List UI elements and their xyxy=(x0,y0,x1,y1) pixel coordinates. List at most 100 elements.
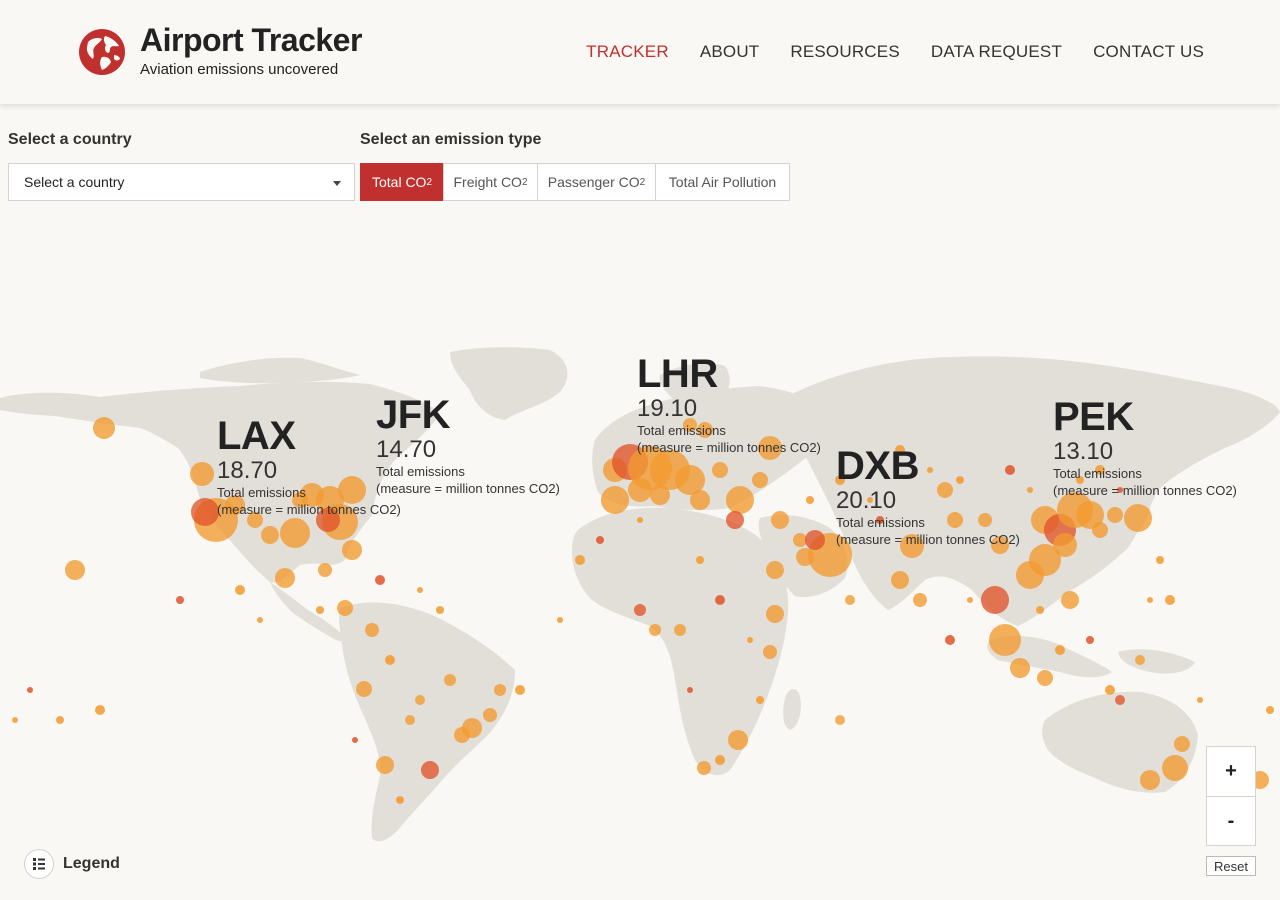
airport-dot[interactable] xyxy=(1095,465,1105,475)
zoom-out-button[interactable]: - xyxy=(1207,796,1255,845)
airport-bubble[interactable] xyxy=(690,490,710,510)
airport-dot[interactable] xyxy=(1005,465,1015,475)
airport-bubble[interactable] xyxy=(766,561,784,579)
legend-toggle[interactable]: Legend xyxy=(24,849,120,879)
airport-bubble[interactable] xyxy=(65,560,85,580)
airport-bubble[interactable] xyxy=(280,518,310,548)
airport-dot[interactable] xyxy=(417,587,423,593)
airport-dot[interactable] xyxy=(806,496,814,504)
airport-bubble[interactable] xyxy=(835,715,845,725)
airport-bubble[interactable] xyxy=(981,586,1009,614)
airport-bubble[interactable] xyxy=(1174,736,1190,752)
airport-dot[interactable] xyxy=(27,687,33,693)
airport-bubble[interactable] xyxy=(758,436,782,460)
airport-dot[interactable] xyxy=(835,475,845,485)
airport-bubble[interactable] xyxy=(634,604,646,616)
airport-bubble[interactable] xyxy=(342,540,362,560)
airport-bubble[interactable] xyxy=(1053,533,1077,557)
airport-bubble[interactable] xyxy=(763,645,777,659)
airport-dot[interactable] xyxy=(1165,595,1175,605)
airport-bubble[interactable] xyxy=(318,563,332,577)
nav-about[interactable]: ABOUT xyxy=(699,42,760,61)
airport-bubble[interactable] xyxy=(937,482,953,498)
airport-dot[interactable] xyxy=(1197,697,1203,703)
airport-bubble[interactable] xyxy=(913,593,927,607)
airport-bubble[interactable] xyxy=(1037,670,1053,686)
airport-dot[interactable] xyxy=(1147,597,1153,603)
airport-bubble[interactable] xyxy=(376,756,394,774)
airport-dot[interactable] xyxy=(1117,487,1123,493)
nav-tracker[interactable]: TRACKER xyxy=(586,42,669,61)
airport-dot[interactable] xyxy=(375,575,385,585)
airport-dot[interactable] xyxy=(95,705,105,715)
airport-bubble[interactable] xyxy=(891,571,909,589)
app-title[interactable]: Airport Tracker xyxy=(140,22,362,58)
airport-bubble[interactable] xyxy=(1124,504,1152,532)
airport-bubble[interactable] xyxy=(338,476,366,504)
airport-bubble[interactable] xyxy=(752,472,768,488)
airport-bubble[interactable] xyxy=(1061,591,1079,609)
airport-bubble[interactable] xyxy=(365,623,379,637)
airport-bubble[interactable] xyxy=(726,511,744,529)
airport-bubble[interactable] xyxy=(628,478,652,502)
airport-dot[interactable] xyxy=(596,536,604,544)
airport-dot[interactable] xyxy=(945,635,955,645)
airport-bubble[interactable] xyxy=(991,536,1009,554)
airport-bubble[interactable] xyxy=(421,761,439,779)
airport-dot[interactable] xyxy=(176,596,184,604)
airport-dot[interactable] xyxy=(927,467,933,473)
callout-jfk[interactable]: JFK 14.70 Total emissions (measure = mil… xyxy=(376,395,560,497)
airport-dot[interactable] xyxy=(715,755,725,765)
airport-bubble[interactable] xyxy=(247,512,263,528)
airport-bubble[interactable] xyxy=(675,465,705,495)
airport-bubble[interactable] xyxy=(1140,770,1160,790)
tab-passenger-co2[interactable]: Passenger CO 2 xyxy=(537,163,656,201)
airport-dot[interactable] xyxy=(352,737,358,743)
airport-bubble[interactable] xyxy=(225,495,245,515)
airport-bubble[interactable] xyxy=(356,681,372,697)
airport-bubble[interactable] xyxy=(712,462,728,478)
airport-dot[interactable] xyxy=(895,445,905,455)
callout-lhr[interactable]: LHR 19.10 Total emissions (measure = mil… xyxy=(637,354,821,456)
airport-dot[interactable] xyxy=(1266,706,1274,714)
nav-resources[interactable]: RESOURCES xyxy=(790,42,900,61)
tab-total-air-pollution[interactable]: Total Air Pollution xyxy=(655,163,790,201)
airport-dot[interactable] xyxy=(747,637,753,643)
airport-bubble[interactable] xyxy=(1135,655,1145,665)
reset-button[interactable]: Reset xyxy=(1206,856,1256,876)
tab-freight-co2[interactable]: Freight CO 2 xyxy=(443,163,538,201)
airport-dot[interactable] xyxy=(1076,476,1084,484)
airport-bubble[interactable] xyxy=(316,508,340,532)
airport-dot[interactable] xyxy=(316,606,324,614)
airport-dot[interactable] xyxy=(956,476,964,484)
airport-dot[interactable] xyxy=(515,685,525,695)
airport-dot[interactable] xyxy=(1086,636,1094,644)
airport-dot[interactable] xyxy=(257,617,263,623)
airport-bubble[interactable] xyxy=(766,605,784,623)
airport-bubble[interactable] xyxy=(454,727,470,743)
airport-bubble[interactable] xyxy=(1076,501,1104,529)
airport-bubble[interactable] xyxy=(1162,755,1188,781)
airport-bubble[interactable] xyxy=(190,462,214,486)
airport-dot[interactable] xyxy=(1156,556,1164,564)
airport-bubble[interactable] xyxy=(1016,561,1044,589)
zoom-in-button[interactable]: + xyxy=(1225,760,1237,782)
airport-dot[interactable] xyxy=(385,655,395,665)
airport-bubble[interactable] xyxy=(900,534,924,558)
airport-bubble[interactable] xyxy=(601,486,629,514)
airport-dot[interactable] xyxy=(1055,645,1065,655)
airport-dot[interactable] xyxy=(575,555,585,565)
airport-bubble[interactable] xyxy=(1010,658,1030,678)
airport-bubble[interactable] xyxy=(405,715,415,725)
airport-bubble[interactable] xyxy=(697,761,711,775)
airport-bubble[interactable] xyxy=(261,526,279,544)
airport-dot[interactable] xyxy=(696,556,704,564)
airport-dot[interactable] xyxy=(876,516,884,524)
airport-dot[interactable] xyxy=(715,595,725,605)
callout-dxb[interactable]: DXB 20.10 Total emissions (measure = mil… xyxy=(836,446,1020,548)
airport-dot[interactable] xyxy=(867,497,873,503)
airport-bubble[interactable] xyxy=(337,600,353,616)
airport-dot[interactable] xyxy=(756,696,764,704)
nav-contact-us[interactable]: CONTACT US xyxy=(1093,42,1204,61)
airport-bubble[interactable] xyxy=(726,486,754,514)
